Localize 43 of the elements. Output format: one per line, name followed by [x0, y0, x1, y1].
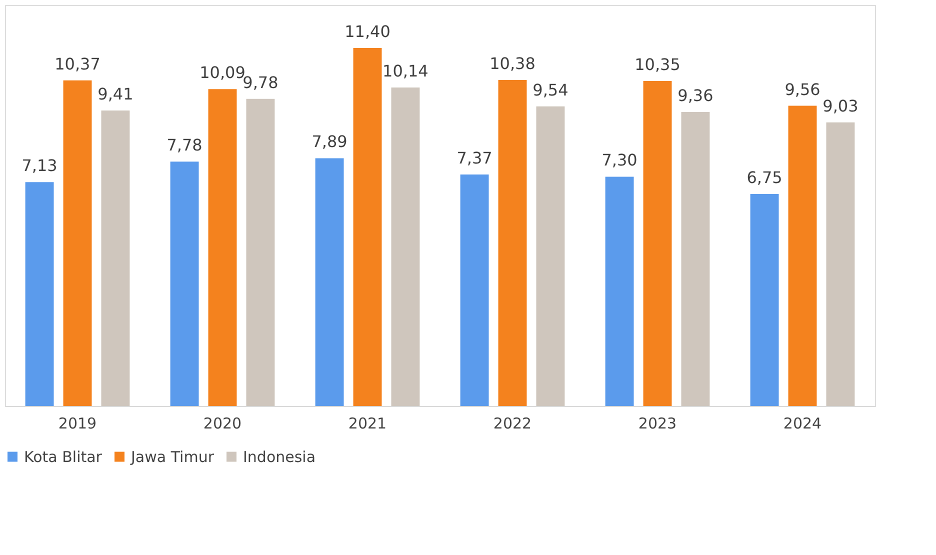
x-tick-label: 2021: [348, 414, 387, 432]
data-label: 7,30: [602, 150, 638, 170]
data-label: 10,38: [490, 54, 536, 73]
x-tick-label: 2020: [203, 414, 242, 432]
bar: [63, 80, 92, 406]
x-tick-label: 2019: [58, 414, 97, 432]
x-tick-label: 2023: [638, 414, 677, 432]
x-tick-label: 2022: [493, 414, 532, 432]
bar: [498, 80, 527, 406]
bar: [605, 176, 634, 406]
bar: [460, 174, 489, 406]
bar: [681, 112, 710, 406]
data-label: 11,40: [344, 22, 390, 41]
bar: [826, 122, 855, 406]
bar: [170, 162, 199, 406]
data-label: 9,41: [98, 84, 134, 104]
legend-label: Jawa Timur: [130, 448, 215, 466]
data-label: 9,03: [822, 96, 858, 116]
bar: [788, 106, 817, 406]
data-label: 6,75: [746, 168, 782, 188]
x-tick-label: 2024: [783, 414, 822, 432]
data-label: 7,13: [22, 156, 58, 176]
data-label: 10,35: [634, 54, 680, 74]
data-label: 9,56: [784, 80, 820, 99]
bar: [208, 89, 237, 406]
bar: [536, 106, 565, 406]
bar: [315, 158, 344, 406]
bar: [101, 110, 130, 406]
data-label: 9,54: [532, 80, 568, 100]
data-label: 7,78: [166, 136, 202, 155]
bar: [391, 88, 420, 406]
data-label: 10,14: [382, 62, 428, 81]
data-label: 7,37: [456, 148, 492, 168]
data-label: 7,89: [312, 132, 348, 152]
data-label: 9,36: [678, 86, 714, 106]
bar: [643, 80, 672, 406]
legend-label: Kota Blitar: [24, 448, 103, 466]
bar: [246, 98, 275, 406]
bar: [353, 48, 382, 406]
bar: [25, 182, 54, 406]
bar: [750, 194, 779, 406]
data-label: 10,37: [54, 54, 100, 74]
legend-label: Indonesia: [243, 448, 316, 466]
